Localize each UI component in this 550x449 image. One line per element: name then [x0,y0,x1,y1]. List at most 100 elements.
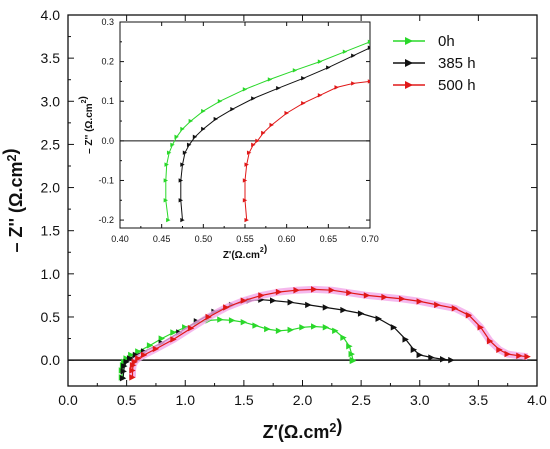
main-point-500h [516,352,523,360]
main-point-385h [123,358,130,366]
main-x-tick-label: 1.5 [234,392,254,408]
inset-point-385h [326,65,331,70]
main-point-0h [322,324,330,331]
inset-point-500h [301,101,306,106]
main-y-tick-label: 3.5 [41,50,61,66]
inset-x-tick-label: 0.40 [111,234,129,244]
main-point-500h [223,304,230,311]
main-point-385h [120,368,127,375]
main-point-500h [524,353,531,360]
main-y-tick-label: 1.5 [41,223,61,239]
inset-y-tick-label: 0.3 [101,17,114,27]
inset-point-0h [174,134,179,140]
inset-point-385h [178,198,184,203]
inset-point-385h [186,142,192,148]
inset-point-500h [244,217,249,223]
main-point-385h [428,354,435,361]
inset-point-385h [192,134,198,140]
main-y-tick-label: 0.0 [41,352,61,368]
main-point-500h [152,345,160,353]
main-point-385h [269,297,277,304]
main-point-500h [129,362,137,369]
main-point-500h [451,305,459,312]
main-point-500h [398,295,406,303]
main-point-500h [434,301,441,309]
inset-point-500h [367,79,370,84]
main-point-385h [132,351,140,359]
main-point-0h [252,322,259,329]
main-point-500h [293,287,300,294]
main-point-500h [416,298,423,305]
main-point-0h [311,323,318,330]
inset-point-0h [163,178,169,183]
main-point-500h [129,367,136,374]
main-point-500h [141,351,148,359]
main-point-500h [363,292,371,299]
inset-point-500h [317,93,323,98]
main-point-500h [258,292,265,299]
inset-plot: 0.40 0.45 0.50 0.55 0.60 0.65 0.70 -0.2 -0.1 0.0 0… [78,17,379,261]
main-y-tick-label: 0.5 [41,309,61,325]
main-point-0h [217,316,224,323]
inset-point-0h [164,162,169,167]
inset-point-500h [284,110,289,116]
inset-series-group [163,39,370,223]
main-point-0h [332,327,339,334]
main-point-0h [264,325,271,333]
main-y-tick-label: 3.0 [41,93,61,109]
inset-series-line-385h [180,47,370,221]
inset-point-500h [251,142,256,148]
main-point-385h [126,355,134,362]
inset-point-385h [230,106,235,112]
inset-point-0h [180,126,185,132]
inset-point-385h [367,45,370,50]
legend-marker-0h [405,37,413,45]
main-point-500h [465,312,473,319]
main-point-385h [340,306,347,314]
main-x-axis-label: Z'(Ω.cm2) [263,416,343,442]
main-point-385h [287,299,294,306]
main-point-500h [346,289,353,297]
legend-label-385h: 385 h [438,55,476,72]
inset-point-0h [188,118,194,124]
main-point-500h [129,374,136,381]
main-point-0h [299,324,306,331]
main-x-tick-label: 0.0 [58,392,78,408]
main-point-0h [349,357,357,365]
main-x-tick-label: 2.0 [293,392,313,408]
inset-y-tick-label: 0.1 [101,96,114,106]
main-x-tick-label: 0.5 [117,392,137,408]
inset-point-0h [342,49,348,54]
main-point-0h [128,351,135,359]
main-point-385h [119,375,127,382]
main-point-0h [170,329,177,336]
inset-y-axis-label: – Z'' (Ω.cm2) [78,96,95,154]
inset-point-385h [180,217,185,223]
main-point-0h [275,327,283,334]
main-point-385h [402,336,409,343]
main-point-0h [340,334,347,341]
inset-point-0h [166,150,172,155]
main-point-385h [390,324,398,331]
main-x-tick-label: 2.5 [351,392,371,408]
main-y-axis-label: – Z'' (Ω.cm2) [0,148,26,252]
main-point-385h [440,356,447,363]
inset-point-0h [217,99,223,104]
inset-point-385h [213,116,219,122]
main-point-500h [504,350,511,358]
inset-x-tick-label: 0.65 [320,234,338,244]
main-point-500h [240,297,248,304]
main-point-385h [305,301,312,309]
inset-x-tick-label: 0.70 [361,234,379,244]
inset-point-500h [242,178,248,183]
main-point-0h [348,350,355,358]
main-point-500h [275,288,283,296]
inset-point-0h [292,68,298,73]
inset-point-500h [269,122,274,128]
inset-y-tick-label: 0.2 [101,57,114,67]
inset-y-tick-label: -0.2 [98,215,114,225]
inset-point-385h [180,162,185,167]
main-point-385h [357,310,365,317]
inset-point-385h [251,96,256,101]
main-x-tick-label: 3.5 [469,392,489,408]
